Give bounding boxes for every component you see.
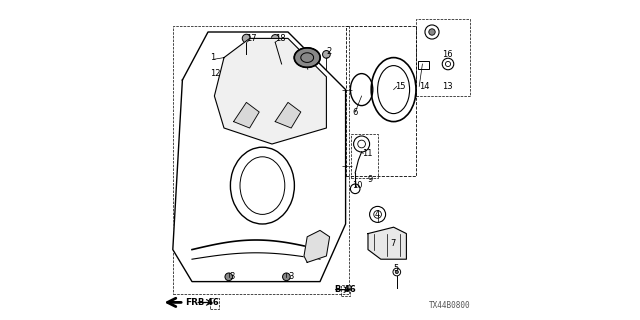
Circle shape [271,35,279,42]
Polygon shape [173,32,346,282]
Text: 12: 12 [210,69,220,78]
Text: 3: 3 [229,272,234,281]
Text: 3: 3 [288,272,293,281]
Text: 10: 10 [352,181,362,190]
Circle shape [283,273,290,281]
Polygon shape [304,230,330,262]
Polygon shape [234,102,259,128]
Bar [340,285,351,296]
Text: 13: 13 [442,82,452,91]
Text: B-46: B-46 [197,298,218,307]
Ellipse shape [294,48,320,67]
Circle shape [243,34,251,43]
Bar [351,134,378,178]
Text: 18: 18 [275,34,286,43]
Text: 2: 2 [326,47,332,56]
Circle shape [396,270,399,274]
Text: 6: 6 [352,108,357,116]
Bar [346,26,416,176]
Text: 14: 14 [419,82,429,91]
Polygon shape [214,38,326,144]
Polygon shape [275,102,301,128]
Text: 7: 7 [390,239,396,248]
Text: 11: 11 [362,149,372,158]
Text: 8: 8 [304,47,309,56]
Text: 16: 16 [442,50,452,59]
Bar [416,19,470,96]
Text: 1: 1 [210,53,215,62]
Bar [173,26,349,294]
Text: 15: 15 [396,82,406,91]
Circle shape [323,51,330,58]
Text: TX44B0800: TX44B0800 [429,301,470,310]
Text: 17: 17 [246,34,257,43]
Text: 4: 4 [374,210,380,219]
Bar [418,61,429,69]
Text: FR.: FR. [185,298,202,307]
Circle shape [429,29,435,35]
Circle shape [225,273,233,281]
Bar [210,298,219,309]
Polygon shape [368,227,406,259]
Text: 9: 9 [368,175,373,184]
Text: B-46: B-46 [334,285,356,294]
Text: 5: 5 [394,264,399,273]
